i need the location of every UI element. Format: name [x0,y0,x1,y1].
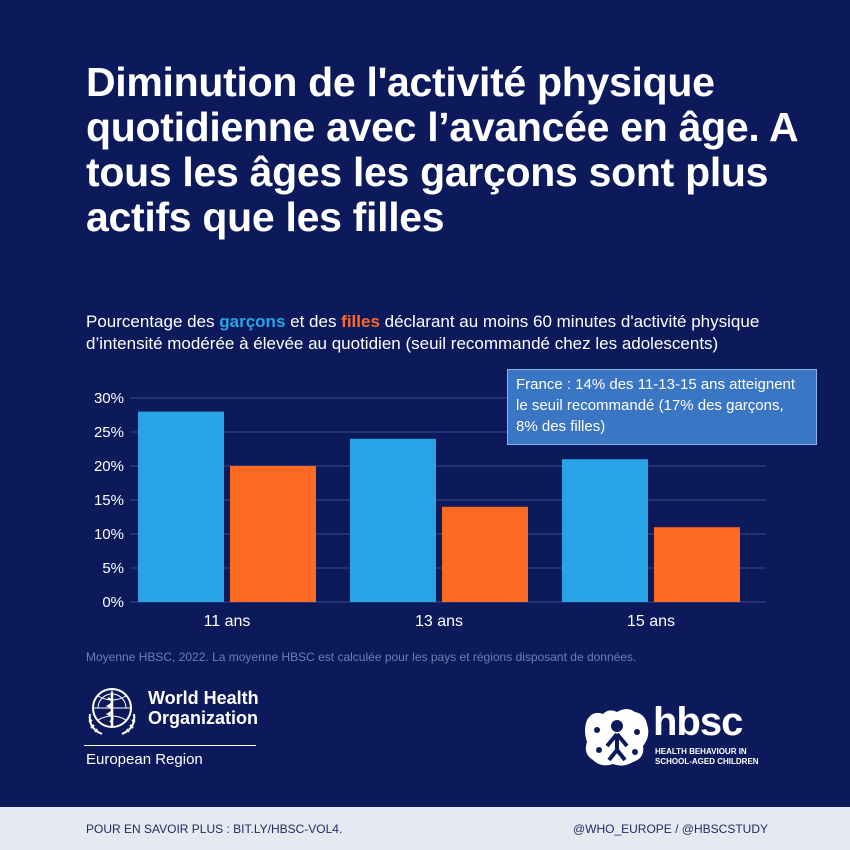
chart-title: Diminution de l'activité physique quotid… [86,59,797,240]
y-tick-label: 25% [94,424,124,441]
y-tick-label: 20% [94,458,124,475]
x-tick-label: 15 ans [627,613,675,630]
bar-boys [562,459,648,602]
subtitle-girls-word: filles [341,312,380,331]
subtitle-suffix: déclarant au moins 60 minutes d'activité… [86,312,760,353]
y-tick-label: 0% [102,594,124,611]
hbsc-tagline: HEALTH BEHAVIOUR IN SCHOOL-AGED CHILDREN [655,747,759,766]
hbsc-logo: hbsc HEALTH BEHAVIOUR IN SCHOOL-AGED CHI… [583,700,759,773]
y-tick-label: 15% [94,492,124,509]
who-emblem-icon [88,688,136,735]
who-name: World Health Organization [148,688,259,728]
x-tick-label: 13 ans [415,613,463,630]
footer-bar: POUR EN SAVOIR PLUS : BIT.LY/HBSC-VOL4. … [0,807,850,850]
footer-more-info: POUR EN SAVOIR PLUS : BIT.LY/HBSC-VOL4. [86,822,343,836]
footer-social-handles: @WHO_EUROPE / @HBSCSTUDY [572,822,768,836]
y-tick-label: 5% [102,560,124,577]
bar-chart: 0% 5% 10% 15% 20% 25% 30% 11 ans 13 ans 15 ans [94,390,766,630]
y-tick-label: 10% [94,526,124,543]
y-tick-label: 30% [94,390,124,407]
x-tick-label: 11 ans [204,613,251,630]
chart-subtitle: Pourcentage des garçons et des filles dé… [86,311,786,355]
who-logo: World Health Organization European Regio… [84,684,259,768]
who-region: European Region [86,751,203,768]
bar-boys [138,411,224,602]
subtitle-middle: et des [285,312,342,331]
bar-girls [654,527,740,602]
who-divider [84,745,256,746]
bar-girls [230,466,316,602]
source-note: Moyenne HBSC, 2022. La moyenne HBSC est … [86,650,637,664]
bar-girls [442,506,528,602]
hbsc-wordmark: hbsc [653,700,743,744]
bar-boys [350,438,436,602]
subtitle-boys-word: garçons [219,312,286,331]
hbsc-emblem-icon [585,709,649,766]
france-callout: France : 14% des 11-13-15 ans atteignent… [507,369,817,445]
subtitle-prefix: Pourcentage des [86,312,220,331]
